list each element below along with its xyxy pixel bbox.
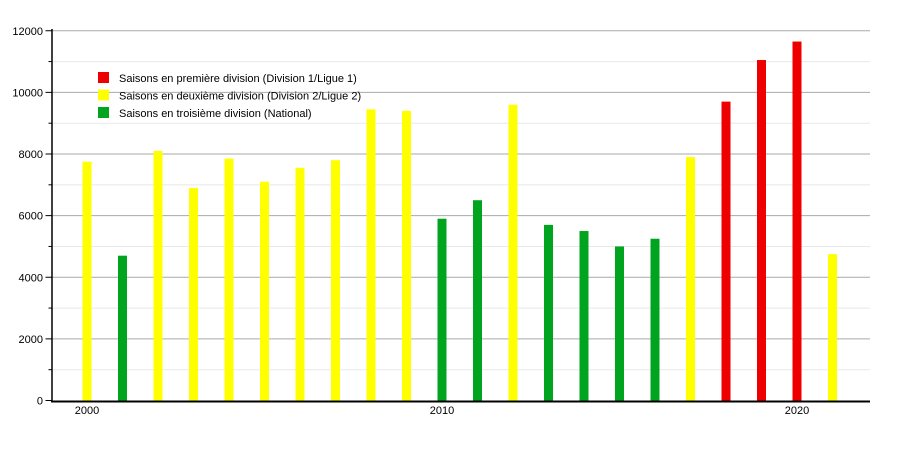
bar-2013-d3 bbox=[544, 224, 553, 401]
bar-2015-d3 bbox=[615, 246, 624, 401]
bar-2019-d1 bbox=[757, 60, 766, 401]
legend-swatch-d3 bbox=[98, 107, 109, 118]
y-tick-label-12000: 12000 bbox=[12, 26, 43, 38]
bar-2012-d2 bbox=[508, 104, 518, 401]
y-tick-label-0: 0 bbox=[37, 396, 43, 408]
y-tick-label-10000: 10000 bbox=[12, 87, 43, 99]
bar-2009-d2 bbox=[402, 110, 411, 401]
bar-2006-d2 bbox=[295, 167, 305, 401]
bar-2007-d2 bbox=[331, 160, 340, 401]
bar-2016-d3 bbox=[650, 238, 660, 401]
bar-2001-d3 bbox=[118, 255, 127, 401]
y-tick-label-8000: 8000 bbox=[19, 149, 43, 161]
legend-swatch-d1 bbox=[98, 72, 109, 83]
legend-label-d3: Saisons en troisième division (National) bbox=[119, 108, 312, 120]
y-tick-label-4000: 4000 bbox=[19, 272, 43, 284]
bar-2005-d2 bbox=[260, 181, 269, 401]
legend-label-d1: Saisons en première division (Division 1… bbox=[119, 73, 357, 85]
bar-2014-d3 bbox=[579, 231, 589, 401]
bar-2003-d2 bbox=[189, 187, 198, 401]
bar-2020-d1 bbox=[792, 41, 802, 401]
bar-2004-d2 bbox=[224, 158, 234, 401]
bar-2021-d2 bbox=[828, 254, 837, 401]
x-tick-label-2010: 2010 bbox=[430, 405, 454, 417]
bar-2011-d3 bbox=[473, 200, 482, 401]
bar-2008-d2 bbox=[366, 109, 376, 401]
x-tick-label-2000: 2000 bbox=[75, 405, 99, 417]
bar-2010-d3 bbox=[437, 218, 447, 401]
y-tick-label-2000: 2000 bbox=[19, 334, 43, 346]
legend-swatch-d2 bbox=[98, 89, 109, 101]
legend-label-d2: Saisons en deuxième division (Division 2… bbox=[119, 91, 361, 103]
bar-2018-d1 bbox=[721, 101, 731, 401]
bar-2000-d2 bbox=[82, 161, 92, 401]
x-tick-label-2020: 2020 bbox=[785, 405, 809, 417]
y-tick-label-6000: 6000 bbox=[19, 211, 43, 223]
bar-2017-d2 bbox=[686, 157, 695, 401]
bar-2002-d2 bbox=[153, 150, 163, 401]
